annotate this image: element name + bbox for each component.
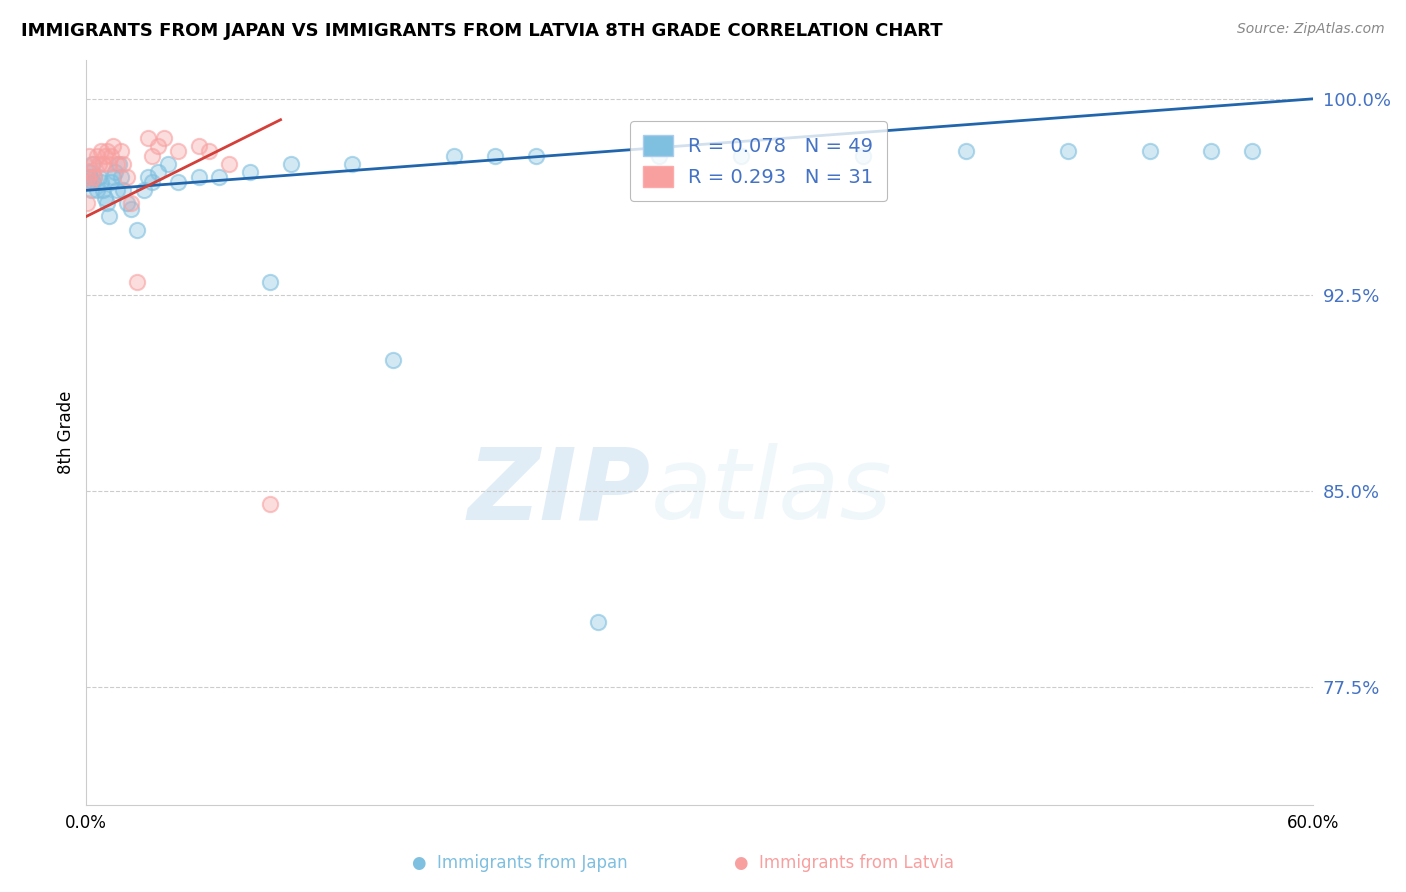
Text: ●  Immigrants from Latvia: ● Immigrants from Latvia	[734, 855, 953, 872]
Text: Source: ZipAtlas.com: Source: ZipAtlas.com	[1237, 22, 1385, 37]
Text: IMMIGRANTS FROM JAPAN VS IMMIGRANTS FROM LATVIA 8TH GRADE CORRELATION CHART: IMMIGRANTS FROM JAPAN VS IMMIGRANTS FROM…	[21, 22, 942, 40]
Legend: R = 0.078   N = 49, R = 0.293   N = 31: R = 0.078 N = 49, R = 0.293 N = 31	[630, 121, 887, 201]
Y-axis label: 8th Grade: 8th Grade	[58, 391, 75, 474]
Text: ZIP: ZIP	[468, 443, 651, 541]
Text: ●  Immigrants from Japan: ● Immigrants from Japan	[412, 855, 628, 872]
Text: atlas: atlas	[651, 443, 893, 541]
